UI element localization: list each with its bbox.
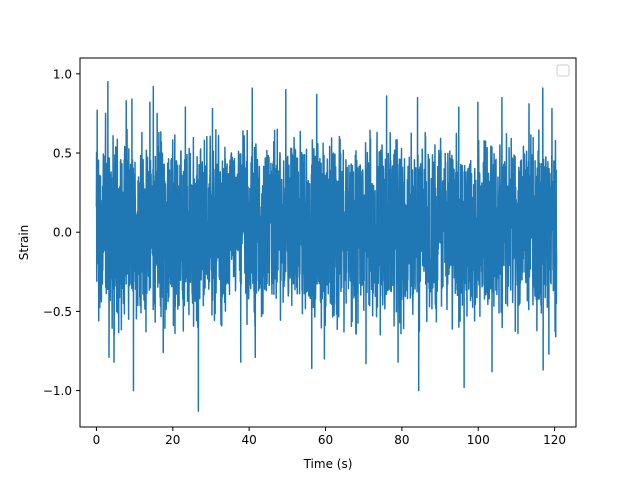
y-axis: −1.0 −0.5 0.0 0.5 1.0 bbox=[43, 67, 80, 398]
series-line bbox=[95, 81, 558, 412]
y-tick-label: −1.0 bbox=[43, 384, 72, 398]
x-tick-label: 0 bbox=[93, 433, 101, 447]
x-tick-label: 40 bbox=[242, 433, 257, 447]
x-tick-label: 20 bbox=[165, 433, 180, 447]
x-tick-label: 80 bbox=[394, 433, 409, 447]
y-axis-label: Strain bbox=[17, 225, 31, 261]
x-tick-label: 120 bbox=[543, 433, 566, 447]
legend-box bbox=[556, 64, 570, 77]
y-tick-label: −0.5 bbox=[43, 305, 72, 319]
y-tick-label: 0.0 bbox=[53, 226, 72, 240]
x-axis: 0 20 40 60 80 100 120 bbox=[93, 427, 566, 447]
x-tick-label: 100 bbox=[467, 433, 490, 447]
y-tick-label: 1.0 bbox=[53, 67, 72, 81]
y-tick-label: 0.5 bbox=[53, 147, 72, 161]
x-axis-label: Time (s) bbox=[303, 457, 353, 471]
plot-area bbox=[95, 81, 558, 412]
axes-frame bbox=[79, 57, 577, 428]
x-tick-label: 60 bbox=[318, 433, 333, 447]
